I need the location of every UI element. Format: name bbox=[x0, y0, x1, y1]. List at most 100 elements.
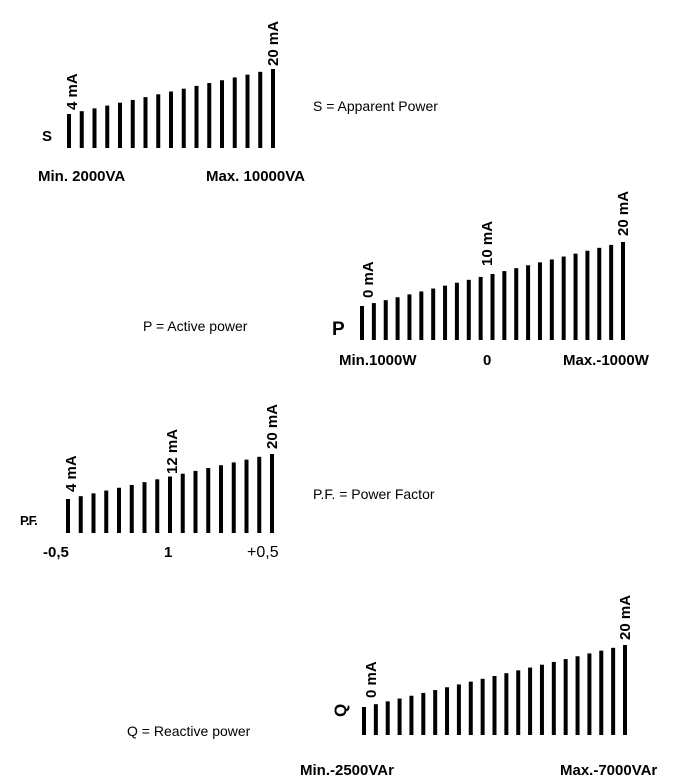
reactive-power-diagram: Q 0 mA 20 mA Min.-2500VAr Max.-7000VAr Q… bbox=[127, 595, 657, 779]
reactive-bar-14 bbox=[516, 670, 521, 735]
power-factor-bar-16 bbox=[257, 456, 262, 533]
active-power-current-max-label: 20 mA bbox=[615, 191, 632, 236]
reactive-power-current-min-label: 0 mA bbox=[363, 661, 380, 698]
reactive-bar-15 bbox=[528, 667, 533, 735]
apparent-bar-15 bbox=[245, 74, 250, 149]
reactive-bar-21 bbox=[599, 650, 604, 735]
power-factor-bar-10 bbox=[180, 473, 185, 533]
apparent-bar-9 bbox=[169, 91, 173, 148]
active-bar-3 bbox=[383, 300, 388, 340]
power-factor-max-label: +0,5 bbox=[247, 544, 279, 561]
active-bar-19 bbox=[573, 253, 578, 340]
power-factor-bar-9 bbox=[168, 476, 172, 533]
apparent-bar-2 bbox=[79, 111, 84, 148]
active-bar-5 bbox=[407, 294, 412, 340]
reactive-bar-2 bbox=[373, 704, 378, 735]
reactive-bar-9 bbox=[456, 684, 461, 735]
reactive-power-current-max-label: 20 mA bbox=[617, 595, 634, 640]
active-bar-20 bbox=[585, 250, 590, 340]
power-factor-bar-3 bbox=[91, 493, 96, 534]
apparent-power-current-min-label: 4 mA bbox=[64, 73, 81, 110]
power-factor-bar-12 bbox=[206, 468, 211, 533]
apparent-bar-17 bbox=[271, 69, 275, 148]
active-power-max-label: Max.-1000W bbox=[563, 352, 650, 369]
active-bar-8 bbox=[443, 285, 448, 340]
apparent-bar-11 bbox=[194, 85, 199, 149]
power-factor-bar-2 bbox=[78, 496, 83, 533]
power-factor-current-max-label: 20 mA bbox=[264, 404, 281, 449]
apparent-bar-13 bbox=[220, 80, 224, 148]
active-bar-16 bbox=[537, 262, 542, 340]
active-bar-10 bbox=[466, 279, 471, 340]
power-factor-bar-11 bbox=[193, 470, 198, 534]
power-factor-min-label: -0,5 bbox=[43, 544, 69, 561]
power-factor-bars bbox=[66, 454, 274, 534]
active-bar-13 bbox=[502, 271, 507, 340]
reactive-bar-12 bbox=[492, 676, 497, 735]
apparent-power-min-label: Min. 2000VA bbox=[38, 168, 125, 185]
power-factor-symbol: P.F. bbox=[20, 513, 37, 528]
power-factor-current-mid-label: 12 mA bbox=[164, 429, 181, 474]
reactive-bar-11 bbox=[480, 678, 485, 735]
apparent-bar-3 bbox=[92, 108, 97, 149]
reactive-power-min-label: Min.-2500VAr bbox=[300, 762, 394, 779]
active-bar-4 bbox=[395, 297, 400, 340]
apparent-bar-1 bbox=[67, 114, 71, 148]
apparent-bar-8 bbox=[156, 94, 161, 148]
power-factor-bar-17 bbox=[270, 454, 274, 533]
reactive-bar-10 bbox=[468, 681, 473, 735]
apparent-power-max-label: Max. 10000VA bbox=[206, 168, 305, 185]
apparent-bar-12 bbox=[207, 83, 212, 148]
active-bar-1 bbox=[360, 306, 364, 340]
active-power-current-mid-label: 10 mA bbox=[479, 221, 496, 266]
power-factor-bar-8 bbox=[155, 479, 160, 533]
power-factor-diagram: P.F. 4 mA 12 mA 20 mA -0,5 1 +0,5 P.F. =… bbox=[20, 404, 435, 561]
reactive-power-bars bbox=[362, 645, 627, 735]
reactive-bar-17 bbox=[551, 661, 556, 735]
reactive-bar-19 bbox=[575, 656, 580, 735]
active-bar-22 bbox=[609, 244, 614, 340]
reactive-bar-18 bbox=[563, 659, 568, 735]
reactive-bar-20 bbox=[587, 653, 592, 735]
active-bar-14 bbox=[514, 268, 519, 340]
apparent-bar-5 bbox=[118, 102, 122, 148]
active-bar-23 bbox=[621, 242, 625, 340]
active-power-zero-label: 0 bbox=[483, 352, 491, 369]
apparent-power-diagram: S 4 mA 20 mA Min. 2000VA Max. 10000VA S … bbox=[38, 21, 438, 185]
reactive-bar-23 bbox=[623, 645, 627, 735]
reactive-bar-4 bbox=[397, 698, 402, 735]
active-power-min-label: Min.1000W bbox=[339, 352, 417, 369]
reactive-power-symbol: Q bbox=[331, 704, 350, 717]
active-bar-11 bbox=[478, 276, 483, 340]
active-bar-21 bbox=[597, 247, 602, 340]
apparent-bar-10 bbox=[181, 88, 186, 148]
apparent-power-current-max-label: 20 mA bbox=[265, 21, 282, 66]
apparent-power-symbol: S bbox=[42, 128, 52, 145]
power-factor-bar-5 bbox=[117, 487, 121, 533]
reactive-bar-5 bbox=[409, 695, 414, 735]
apparent-bar-16 bbox=[258, 71, 263, 148]
reactive-bar-6 bbox=[421, 692, 426, 735]
reactive-power-max-label: Max.-7000VAr bbox=[560, 762, 657, 779]
active-power-bars bbox=[360, 242, 625, 340]
active-power-description: P = Active power bbox=[143, 318, 248, 334]
power-factor-description: P.F. = Power Factor bbox=[313, 486, 435, 502]
active-bar-7 bbox=[431, 288, 436, 340]
apparent-bar-6 bbox=[130, 99, 135, 148]
active-bar-15 bbox=[526, 265, 531, 340]
power-factor-current-min-label: 4 mA bbox=[63, 455, 80, 492]
apparent-bar-7 bbox=[143, 97, 148, 149]
active-bar-18 bbox=[561, 256, 566, 340]
reactive-bar-22 bbox=[611, 647, 616, 735]
active-bar-6 bbox=[419, 291, 424, 340]
apparent-power-bars bbox=[67, 69, 275, 149]
power-factor-bar-6 bbox=[129, 484, 134, 533]
active-bar-9 bbox=[454, 282, 459, 340]
apparent-power-description: S = Apparent Power bbox=[313, 98, 438, 114]
active-power-current-min-label: 0 mA bbox=[360, 261, 377, 298]
active-power-symbol: P bbox=[332, 319, 345, 340]
power-factor-bar-4 bbox=[104, 490, 109, 533]
power-factor-bar-13 bbox=[219, 465, 223, 533]
reactive-bar-16 bbox=[539, 664, 544, 735]
